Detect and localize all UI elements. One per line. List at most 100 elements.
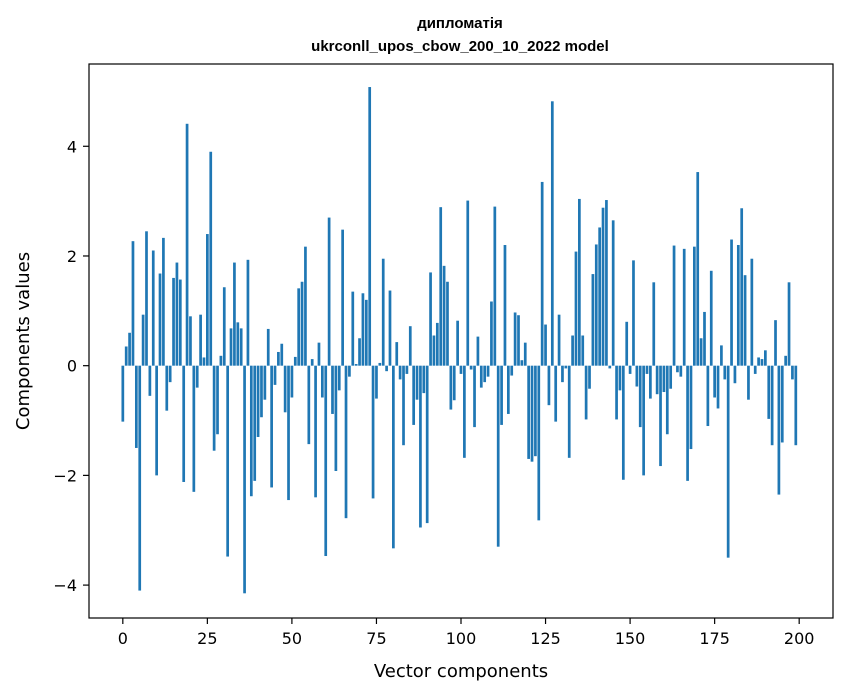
x-tick-label: 0 xyxy=(118,629,128,648)
bar xyxy=(605,200,608,366)
bar xyxy=(662,365,666,393)
bar xyxy=(780,365,784,443)
bar xyxy=(517,315,520,366)
bar xyxy=(263,365,267,400)
bar xyxy=(794,365,798,446)
bar xyxy=(199,314,202,366)
bar xyxy=(304,246,307,366)
bar xyxy=(655,365,659,395)
bar xyxy=(730,239,733,366)
bar xyxy=(669,365,673,389)
bar xyxy=(368,87,372,366)
bar xyxy=(375,365,378,399)
bar xyxy=(747,365,750,400)
bar xyxy=(222,287,226,366)
bar xyxy=(402,365,405,446)
bar xyxy=(121,365,125,422)
bar xyxy=(615,365,618,420)
bar xyxy=(486,365,490,377)
bar xyxy=(172,277,175,366)
plot-area-frame xyxy=(88,63,834,619)
bar xyxy=(709,270,713,366)
bar xyxy=(537,365,541,521)
bar xyxy=(124,346,128,366)
bar xyxy=(290,365,294,398)
bar xyxy=(760,359,764,366)
bar xyxy=(463,365,466,458)
bar xyxy=(665,365,669,435)
bar xyxy=(209,151,213,366)
bar xyxy=(354,364,358,366)
bar xyxy=(598,227,602,366)
bar xyxy=(415,365,419,400)
bar xyxy=(405,365,409,374)
bar xyxy=(226,365,230,557)
bar xyxy=(320,365,324,398)
bar xyxy=(621,365,625,480)
bar xyxy=(165,365,169,411)
bar xyxy=(699,338,703,366)
bar xyxy=(534,365,537,457)
bar xyxy=(307,365,311,445)
bar xyxy=(378,362,382,366)
bar xyxy=(297,288,301,366)
bar xyxy=(456,320,459,366)
bar xyxy=(686,365,689,481)
bar xyxy=(784,355,788,366)
bar xyxy=(246,259,250,366)
bar xyxy=(449,365,453,410)
bar xyxy=(527,365,530,459)
bar xyxy=(219,355,223,366)
x-axis-label: Vector components xyxy=(374,661,548,682)
x-tick-label: 125 xyxy=(530,629,561,648)
bar xyxy=(473,365,476,428)
bar xyxy=(645,365,649,374)
bar xyxy=(195,365,199,388)
bar xyxy=(182,365,186,482)
bar xyxy=(236,322,240,366)
bar xyxy=(273,365,277,385)
bar xyxy=(530,365,534,462)
bar xyxy=(547,365,551,406)
bar xyxy=(692,246,696,366)
bar xyxy=(584,365,588,420)
bar xyxy=(649,365,652,399)
bar xyxy=(591,274,595,366)
bar xyxy=(676,365,679,373)
bar xyxy=(432,335,436,366)
bar xyxy=(696,172,700,366)
bar xyxy=(189,316,192,366)
bar xyxy=(581,335,585,366)
bar xyxy=(412,365,416,425)
bar xyxy=(506,365,510,414)
bar xyxy=(588,365,591,389)
bar xyxy=(439,207,443,366)
bar xyxy=(216,365,219,435)
bar xyxy=(740,208,744,366)
bar xyxy=(513,312,517,366)
bar xyxy=(381,258,385,366)
bar xyxy=(476,336,480,366)
bar xyxy=(679,365,683,377)
bar xyxy=(733,365,737,384)
bar xyxy=(293,356,297,366)
bar xyxy=(371,365,375,499)
bar xyxy=(706,365,710,427)
y-tick-label: 0 xyxy=(67,357,77,376)
bar xyxy=(659,365,662,467)
bar xyxy=(162,237,165,366)
bar xyxy=(249,365,253,497)
bar xyxy=(128,332,131,366)
bar xyxy=(334,365,338,471)
bar xyxy=(446,281,449,366)
bar xyxy=(324,365,328,557)
bar xyxy=(459,365,463,374)
bar xyxy=(703,311,706,366)
bar xyxy=(314,365,317,498)
bar xyxy=(682,248,686,366)
bar xyxy=(202,357,206,366)
bar xyxy=(233,262,236,366)
bar xyxy=(435,322,439,366)
bar xyxy=(395,342,399,366)
